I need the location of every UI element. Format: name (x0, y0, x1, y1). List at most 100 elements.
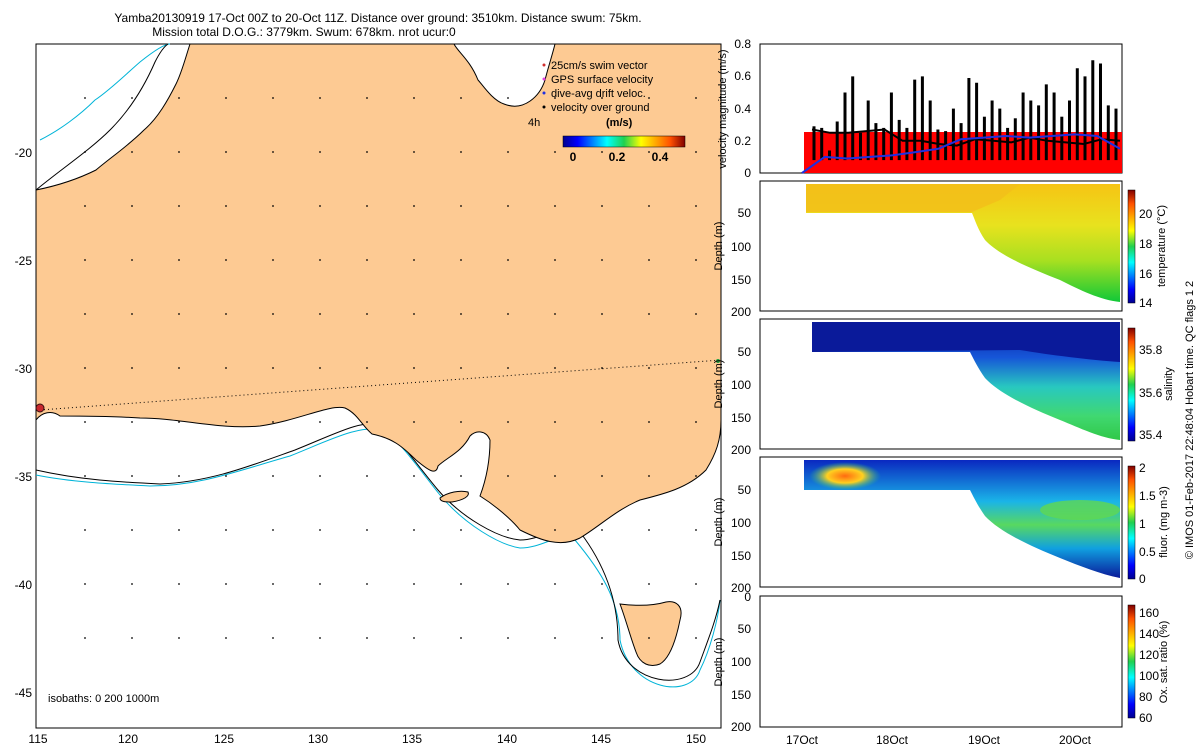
figure-title-line2: Mission total D.O.G.: 3779km. Swum: 678k… (152, 25, 456, 39)
map-grid-dot (695, 97, 697, 99)
map-grid-dot (178, 367, 180, 369)
depth-y-tick: 200 (731, 305, 751, 319)
map-grid-dot (554, 205, 556, 207)
map-grid-dot (601, 421, 603, 423)
fluorescence-field (804, 460, 1120, 578)
map-grid-dot (84, 637, 86, 639)
map-grid-dot (84, 475, 86, 477)
map-grid-dot (131, 367, 133, 369)
oxygen-axes (759, 595, 1123, 728)
map-grid-dot (84, 583, 86, 585)
temperature-field (806, 184, 1120, 302)
map-grid-dot (601, 637, 603, 639)
track-end-marker (716, 359, 720, 363)
map-grid-dot (601, 205, 603, 207)
map-x-tick: 145 (591, 732, 611, 746)
map-grid-dot (178, 529, 180, 531)
map-grid-dot (272, 421, 274, 423)
map-grid-dot (413, 637, 415, 639)
map-grid-dot (695, 529, 697, 531)
map-grid-dot (272, 313, 274, 315)
map-y-tick: -45 (15, 686, 33, 700)
map-y-tick: -25 (15, 254, 33, 268)
salinity-cbar-tick: 35.6 (1139, 386, 1163, 400)
map-grid-dot (319, 583, 321, 585)
map-grid-dot (601, 475, 603, 477)
imos-credit: © IMOS 01-Feb-2017 22:48:04 Hobart time.… (1184, 281, 1196, 559)
map-grid-dot (366, 367, 368, 369)
map-grid-dot (648, 367, 650, 369)
salinity-cbar-tick: 35.8 (1139, 343, 1163, 357)
map-grid-dot (366, 475, 368, 477)
salinity-panel: 35.4 35.6 35.8 salinity 50 100 150 200 D… (713, 318, 1175, 457)
map-grid-dot (507, 205, 509, 207)
map-colorbar-tick: 0.4 (652, 150, 669, 164)
map-grid-dot (554, 97, 556, 99)
time-x-tick: 19Oct (968, 733, 1001, 747)
map-grid-dot (131, 259, 133, 261)
depth-y-tick: 150 (731, 688, 751, 702)
temperature-cbar-tick: 14 (1139, 296, 1153, 310)
map-grid-dot (131, 97, 133, 99)
oxygen-cbar-tick: 80 (1139, 690, 1153, 704)
map-grid-dot (601, 583, 603, 585)
map-grid-dot (272, 205, 274, 207)
map-grid-dot (272, 259, 274, 261)
time-x-tick: 20Oct (1059, 733, 1092, 747)
fluorescence-cbar-tick: 1.5 (1139, 489, 1156, 503)
temperature-colorbar (1127, 189, 1136, 304)
map-colorbar-tick: 0.2 (609, 150, 626, 164)
map-grid-dot (601, 313, 603, 315)
map-grid-dot (507, 421, 509, 423)
map-grid-dot (272, 529, 274, 531)
map-grid-dot (413, 151, 415, 153)
map-grid-dot (413, 475, 415, 477)
map-grid-dot (319, 637, 321, 639)
map-grid-dot (601, 259, 603, 261)
map-grid-dot (554, 529, 556, 531)
velocity-y-tick: 0.6 (734, 69, 751, 83)
map-grid-dot (131, 421, 133, 423)
map-grid-dot (507, 97, 509, 99)
map-y-axis: -20 -25 -30 -35 -40 -45 (15, 146, 33, 700)
depth-y-tick: 50 (738, 345, 752, 359)
velocity-y-label: velocity magnitude (m/s) (717, 49, 729, 168)
salinity-surface-layer (812, 322, 1120, 362)
map-grid-dot (507, 313, 509, 315)
map-grid-dot (648, 151, 650, 153)
map-grid-dot (695, 259, 697, 261)
map-x-tick: 150 (686, 732, 706, 746)
map-grid-dot (413, 259, 415, 261)
map-grid-dot (225, 205, 227, 207)
oxygen-cbar-tick: 160 (1139, 606, 1159, 620)
map-grid-dot (601, 367, 603, 369)
oxygen-y-label: Depth (m) (713, 638, 725, 687)
map-grid-dot (225, 97, 227, 99)
map-grid-dot (460, 583, 462, 585)
map-grid-dot (648, 475, 650, 477)
map-grid-dot (272, 475, 274, 477)
map-grid-dot (272, 583, 274, 585)
fluorescence-panel: 0 0.5 1 1.5 2 fluor. (mg m-3) 50 100 150… (713, 456, 1170, 595)
map-grid-dot (225, 475, 227, 477)
salinity-colorbar (1127, 327, 1136, 442)
salinity-y-label: Depth (m) (713, 360, 725, 409)
map-grid-dot (648, 421, 650, 423)
map-grid-dot (272, 97, 274, 99)
legend-marker-drift (542, 91, 546, 95)
map-grid-dot (460, 97, 462, 99)
fluorescence-cbar-label: fluor. (mg m-3) (1158, 486, 1170, 558)
map-grid-dot (460, 475, 462, 477)
fluorescence-green-band (1040, 500, 1120, 520)
map-x-tick: 135 (402, 732, 422, 746)
map-grid-dot (366, 583, 368, 585)
map-grid-dot (648, 97, 650, 99)
legend-marker-swim (542, 63, 546, 67)
map-grid-dot (413, 583, 415, 585)
map-grid-dot (366, 259, 368, 261)
map-x-tick: 125 (214, 732, 234, 746)
tasmania (619, 601, 682, 666)
velocity-over-ground-line (811, 128, 1121, 147)
map-grid-dot (319, 259, 321, 261)
legend-item-swim-vector: 25cm/s swim vector (551, 60, 648, 72)
